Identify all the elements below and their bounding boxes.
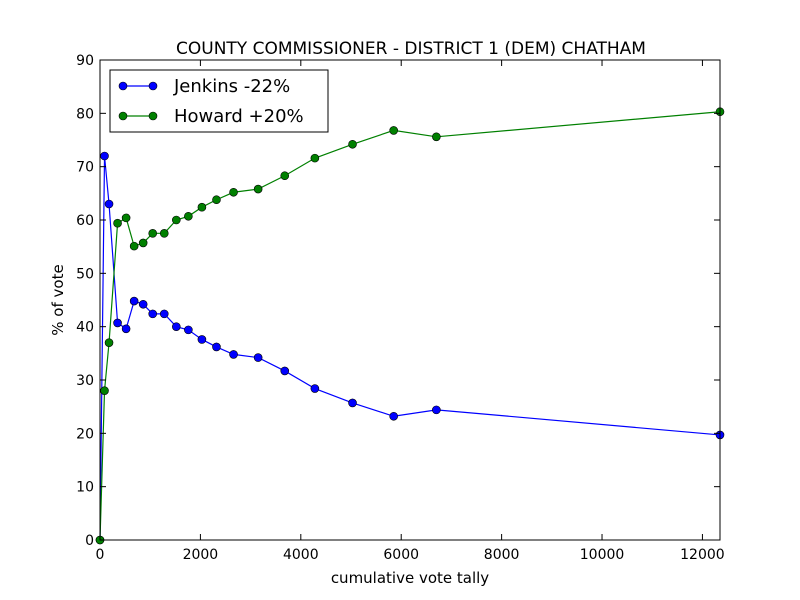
x-tick-label: 12000 [680, 547, 725, 563]
x-tick-label: 0 [96, 547, 105, 563]
data-point [159, 309, 169, 319]
y-tick-label: 40 [76, 320, 94, 336]
legend-box [109, 69, 329, 133]
data-point [348, 139, 357, 149]
data-point [389, 411, 398, 421]
data-point [348, 398, 357, 408]
legend-marker [118, 111, 128, 121]
data-point [432, 405, 441, 415]
data-point [280, 171, 290, 181]
data-point [432, 132, 441, 142]
plot-frame [99, 59, 721, 541]
series-line [99, 111, 721, 541]
data-point [212, 195, 221, 205]
data-point [253, 184, 263, 194]
x-tick-label: 8000 [484, 547, 520, 563]
legend-label: Howard +20% [174, 106, 304, 127]
legend-marker [148, 111, 158, 121]
legend-label: Jenkins -22% [173, 76, 290, 97]
data-point [172, 215, 181, 225]
data-point [184, 211, 193, 221]
y-tick-label: 70 [76, 160, 94, 176]
y-tick-label: 10 [76, 480, 94, 496]
y-tick-label: 90 [76, 53, 94, 69]
data-point [229, 350, 238, 359]
data-point [121, 324, 131, 334]
data-point [129, 296, 139, 306]
data-point [148, 309, 158, 319]
x-tick-label: 4000 [283, 547, 319, 563]
data-point [389, 126, 398, 135]
data-point [138, 299, 148, 309]
y-tick-label: 50 [76, 266, 94, 282]
y-tick-label: 0 [85, 533, 94, 549]
chart-title: COUNTY COMMISSIONER - DISTRICT 1 (DEM) C… [176, 39, 646, 59]
data-point [138, 238, 148, 248]
data-point [212, 342, 221, 352]
series-2 [95, 107, 725, 545]
y-tick-label: 60 [76, 213, 94, 229]
data-point [100, 151, 109, 161]
legend-marker [148, 81, 158, 91]
x-axis-label: cumulative vote tally [331, 569, 489, 587]
data-point [310, 153, 320, 163]
data-point [100, 386, 109, 395]
x-tick-label: 6000 [383, 547, 419, 563]
data-point [113, 318, 122, 328]
y-axis: 0 10 20 30 40 50 60 70 80 90 [76, 53, 720, 549]
data-point [197, 202, 207, 212]
x-tick-label: 2000 [183, 547, 219, 563]
data-point [310, 384, 320, 393]
y-tick-label: 30 [76, 373, 94, 389]
data-point [104, 338, 114, 347]
data-point [121, 213, 131, 223]
y-tick-label: 80 [76, 106, 94, 122]
series-1 [95, 151, 725, 545]
data-point [197, 335, 207, 344]
data-point [229, 187, 238, 197]
legend-marker [118, 81, 128, 91]
data-point [253, 353, 263, 362]
legend-entry: Howard +20% [118, 106, 304, 127]
y-tick-label: 20 [76, 426, 94, 442]
legend-entry: Jenkins -22% [118, 76, 290, 97]
data-point [104, 199, 114, 209]
legend: Jenkins -22% Howard +20% [109, 69, 329, 133]
data-point [172, 322, 181, 331]
data-point [113, 218, 122, 228]
plot-area: 0 2000 4000 6000 8000 10000 12000 0 10 20 30 40 50 60… [76, 53, 725, 563]
y-axis-label: % of vote [49, 264, 67, 335]
x-tick-label: 10000 [580, 547, 625, 563]
data-point [184, 325, 193, 335]
data-point [159, 229, 169, 238]
data-point [280, 366, 290, 376]
x-axis: 0 2000 4000 6000 8000 10000 12000 [96, 60, 725, 563]
data-point [129, 241, 139, 251]
data-point [148, 229, 158, 238]
